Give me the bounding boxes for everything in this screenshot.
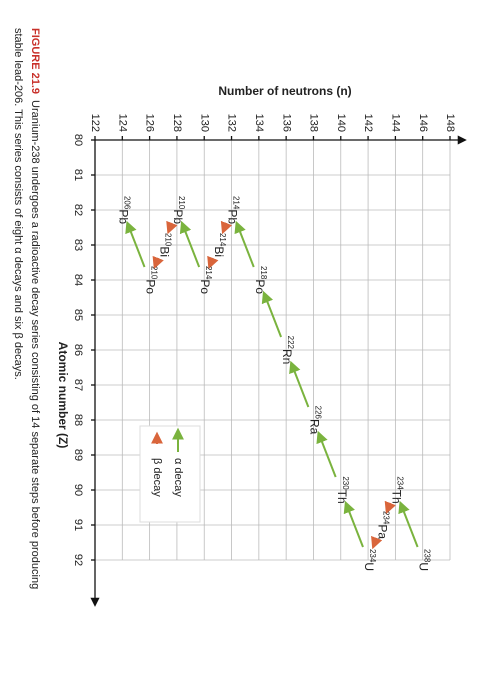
mass-number: 214 <box>204 266 213 280</box>
element-symbol: Pb <box>116 209 130 224</box>
nuclide-label: 214Pb <box>225 196 240 224</box>
beta-decay-arrow <box>220 220 233 235</box>
x-tick-label: 88 <box>72 414 84 426</box>
x-tick-label: 82 <box>72 204 84 216</box>
rotated-figure: 80 81 82 83 84 85 86 87 88 89 90 91 92 122 124 126 128 13… <box>12 28 467 607</box>
x-tick-label: 91 <box>72 519 84 531</box>
mass-number: 226 <box>313 406 322 420</box>
mass-number: 210 <box>177 196 186 210</box>
x-tick-label: 92 <box>72 554 84 566</box>
x-axis-label: Atomic number (Z) <box>56 342 70 449</box>
y-tick-label: 146 <box>417 114 429 132</box>
legend-box <box>139 425 201 523</box>
mass-number: 210 <box>150 266 159 280</box>
element-symbol: Rn <box>280 349 294 364</box>
nuclide-label: 230Th <box>335 476 350 503</box>
mass-number: 234 <box>382 511 391 525</box>
element-symbol: Po <box>143 279 157 294</box>
mass-number: 222 <box>286 336 295 350</box>
nuclide-label: 218Po <box>253 266 268 294</box>
y-tick-label: 148 <box>444 114 456 132</box>
alpha-decay-arrow <box>234 220 255 268</box>
mass-number: 218 <box>259 266 268 280</box>
y-tick-label: 140 <box>335 114 347 132</box>
mass-number: 234 <box>395 476 404 490</box>
x-tick-label: 86 <box>72 344 84 356</box>
element-symbol: Po <box>253 279 267 294</box>
y-tick-label: 128 <box>171 114 183 132</box>
x-tick-label: 81 <box>72 169 84 181</box>
nuclide-label: 214Po <box>198 266 213 294</box>
nuclide-label: 222Rn <box>280 336 295 365</box>
alpha-decay-arrow <box>398 500 419 548</box>
nuclide-label: 234Th <box>389 476 404 503</box>
y-tick-label: 134 <box>253 114 265 132</box>
y-axis-label: Number of neutrons (n) <box>218 84 351 98</box>
mass-number: 214 <box>231 196 240 210</box>
nuclide-label: 214Bi <box>212 233 227 257</box>
x-tick-label: 89 <box>72 449 84 461</box>
alpha-decay-arrow <box>125 220 146 268</box>
nuclide-label: 234Pa <box>376 511 391 539</box>
y-tick-label: 130 <box>198 114 210 132</box>
x-tick-label: 80 <box>72 134 84 146</box>
y-tick-label: 138 <box>308 114 320 132</box>
legend-beta-label: β decay <box>151 458 163 497</box>
element-symbol: U <box>417 562 431 571</box>
caption-line: stable lead-206. This series consists of… <box>12 28 24 380</box>
x-tick-label: 84 <box>72 274 84 286</box>
element-symbol: Bi <box>212 246 226 257</box>
alpha-decay-arrow <box>289 360 310 408</box>
element-symbol: Pb <box>225 209 239 224</box>
alpha-decay-arrow <box>179 220 201 268</box>
y-tick-label: 136 <box>280 114 292 132</box>
element-symbol: U <box>362 562 376 571</box>
element-symbol: Po <box>198 279 212 294</box>
nuclide-label: 210Pb <box>171 196 186 224</box>
element-symbol: Th <box>389 490 403 504</box>
element-symbol: Pb <box>171 209 185 224</box>
nuclide-label: 234U <box>362 549 377 571</box>
beta-decay-arrow <box>384 500 396 515</box>
element-symbol: Pa <box>376 524 390 539</box>
beta-decay-arrow <box>371 535 383 550</box>
element-symbol: Bi <box>157 246 171 257</box>
nuclide-label: 238U <box>417 549 432 571</box>
mass-number: 210 <box>163 233 172 247</box>
caption-text: Uranium-238 undergoes a radioactive deca… <box>29 100 41 589</box>
y-tick-label: 132 <box>226 114 238 132</box>
alpha-decay-arrow <box>343 500 364 548</box>
beta-decay-arrow <box>207 255 219 270</box>
alpha-decay-arrow <box>261 290 282 338</box>
mass-number: 234 <box>368 549 377 563</box>
beta-decay-arrow <box>152 255 164 270</box>
figure-label: FIGURE 21.9 <box>29 28 41 94</box>
mass-number: 214 <box>218 233 227 247</box>
y-tick-label: 124 <box>116 114 128 132</box>
nuclide-label: 226Ra <box>307 406 322 435</box>
x-tick-label: 90 <box>72 484 84 496</box>
nuclide-label: 210Bi <box>157 233 172 257</box>
x-tick-label: 83 <box>72 239 84 251</box>
nuclide-label: 206Pb <box>116 196 131 224</box>
alpha-decay-arrow <box>316 430 337 478</box>
element-symbol: Ra <box>307 419 321 435</box>
y-tick-label: 144 <box>389 114 401 132</box>
x-tick-label: 85 <box>72 309 84 321</box>
y-tick-label: 122 <box>89 114 101 132</box>
element-symbol: Th <box>335 490 349 504</box>
mass-number: 230 <box>341 476 350 490</box>
beta-decay-arrow <box>166 220 178 235</box>
nuclide-label: 210Po <box>143 266 158 294</box>
mass-number: 206 <box>122 196 131 210</box>
x-tick-label: 87 <box>72 379 84 391</box>
mass-number: 238 <box>423 549 432 563</box>
y-tick-label: 142 <box>362 114 374 132</box>
legend-alpha-label: α decay <box>172 458 184 497</box>
caption-line: FIGURE 21.9 Uranium-238 undergoes a radio… <box>29 28 41 589</box>
y-tick-label: 126 <box>144 114 156 132</box>
